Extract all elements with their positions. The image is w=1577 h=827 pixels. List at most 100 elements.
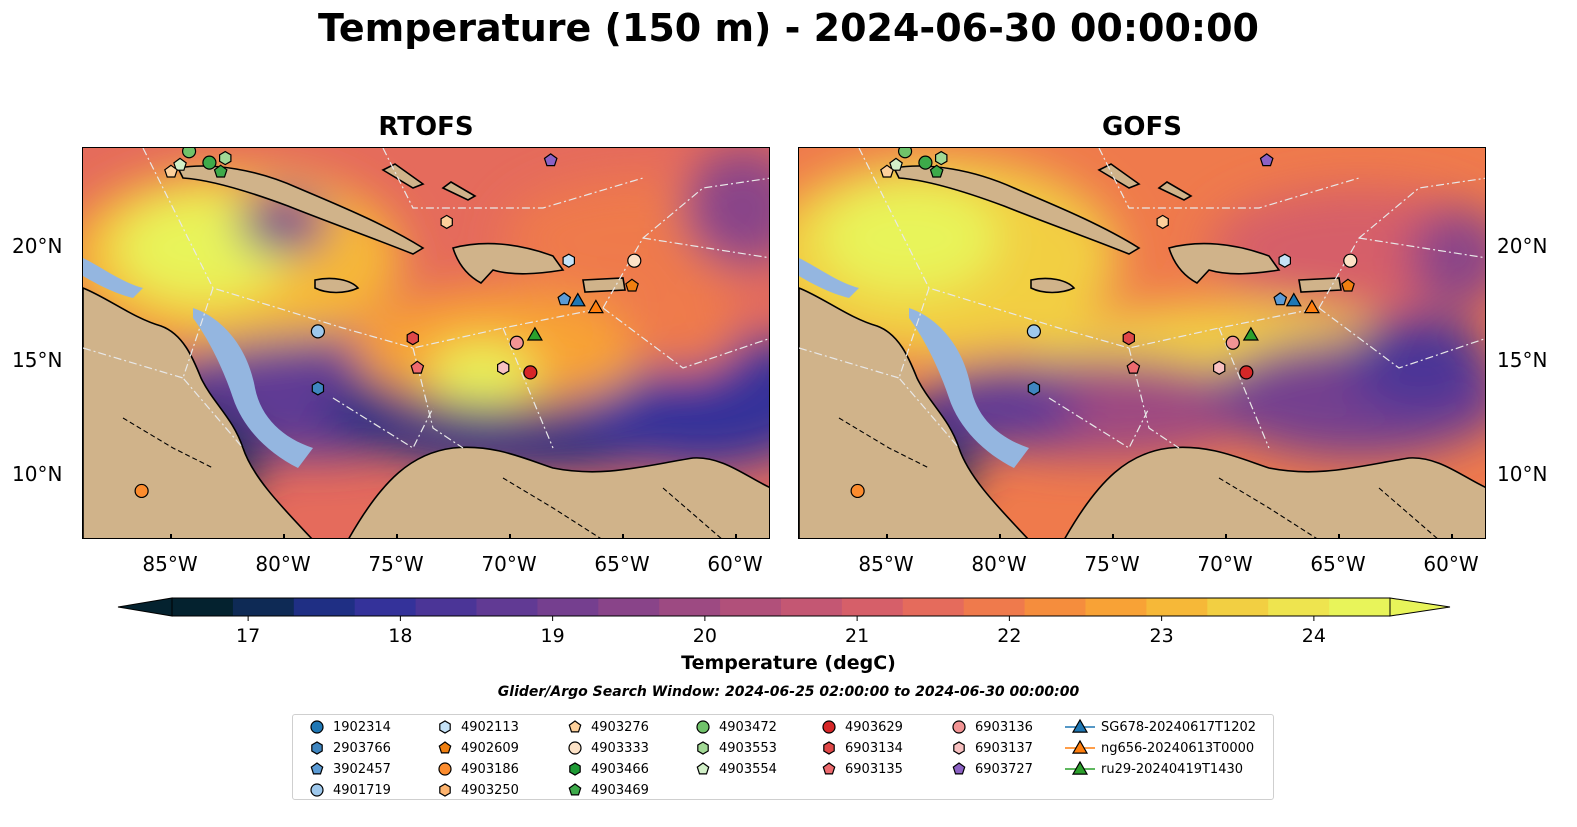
lon-tick-label: 80°W [255,552,311,576]
float-marker [440,214,453,230]
legend-marker [1071,760,1089,775]
float-marker [134,483,149,499]
legend-marker [696,762,710,775]
colorbar-tick-label: 18 [388,625,412,647]
pentagon-marker-icon [438,741,452,754]
float-marker [1026,324,1041,339]
colorbar-swatch [598,598,660,616]
legend-label: SG678-20240617T1202 [1101,719,1257,735]
legend-item: 6903135 [819,759,903,779]
float-marker [1027,381,1041,396]
legend-item: 4903333 [565,738,649,758]
float-marker [164,164,178,178]
float-marker [1259,153,1274,167]
lon-tick-label: 75°W [1084,552,1140,576]
colorbar-swatch [415,598,477,616]
legend-item: 1902314 [307,717,391,737]
float-marker [880,164,894,178]
map-panel-rtofs [82,147,770,539]
circle-marker-icon [310,783,324,797]
legend-item: 2903766 [307,738,391,758]
float-marker [562,253,575,268]
legend-marker [822,720,836,734]
hexagon-marker-icon [439,783,451,797]
legend-marker [697,741,709,755]
legend-marker [953,741,965,755]
float-marker [918,155,933,170]
legend-marker [568,720,582,733]
land-mass [176,165,425,255]
float-marker [850,483,865,499]
legend-marker [822,762,836,775]
legend-label: 4903629 [845,719,903,735]
legend-marker [952,762,966,775]
legend-label: 4901719 [333,782,391,798]
lon-tick-label: 60°W [707,552,763,576]
colorbar-swatch [354,598,417,616]
legend-marker [438,762,452,776]
lon-tick-label: 60°W [1423,552,1479,576]
circle-marker-icon [952,720,966,734]
legend-label: 6903135 [845,761,903,777]
colorbar-tick-label: 17 [236,625,260,647]
pentagon-marker-icon [568,783,582,796]
circle-marker-icon [568,741,582,755]
land-mass [1157,181,1193,201]
panel-title-rtofs: RTOFS [378,112,474,142]
lat-tick-label-left: 10°N [12,462,63,486]
float-marker [406,331,419,346]
colorbar-swatch [1329,598,1391,616]
legend-label: 1902314 [333,719,391,735]
float-marker [1122,331,1135,346]
colorbar-label: Temperature (degC) [681,652,896,674]
colorbar-swatch [476,598,538,616]
float-marker [935,150,948,166]
float-marker [181,148,197,159]
colorbar-swatch [902,598,965,616]
legend-label: ru29-20240419T1430 [1101,761,1244,777]
legend-item: 4903553 [693,738,777,758]
legend-marker [438,741,452,754]
legend-label: 2903766 [333,740,391,756]
hexagon-marker-icon [953,741,965,755]
lat-tick-label-left: 20°N [12,234,63,258]
legend-marker [439,783,451,797]
pentagon-marker-icon [310,762,324,775]
hexagon-marker-icon [439,720,451,734]
legend-marker [568,741,582,755]
colorbar-tick-label: 19 [541,625,565,647]
colorbar-tick-label: 22 [997,625,1021,647]
legend-marker [696,720,710,734]
legend-label: ng656-20240613T0000 [1101,740,1255,756]
colorbar-tick-label: 21 [845,625,869,647]
search-window-text: Glider/Argo Search Window: 2024-06-25 02… [497,684,1080,700]
legend-label: 4903554 [719,761,777,777]
legend-label: 6903727 [975,761,1033,777]
legend-item: 6903134 [819,738,903,758]
circle-marker-icon [822,720,836,734]
float-marker [929,164,944,178]
legend-marker [310,720,324,734]
legend-label: 4903553 [719,740,777,756]
land-mass [348,446,769,538]
circle-marker-icon [310,720,324,734]
float-marker [202,155,217,170]
colorbar-swatch [963,598,1026,616]
float-marker [1285,292,1302,307]
legend-item: 4903276 [565,717,649,737]
legend-item: 4903466 [565,759,649,779]
float-marker [557,292,572,306]
land-mass [314,277,360,294]
land-mass [1167,242,1281,284]
float-marker [1278,253,1291,268]
legend-marker [1071,718,1089,733]
float-marker [625,278,639,292]
legend-marker [1071,739,1089,754]
lon-tick-label: 80°W [971,552,1027,576]
legend-marker [311,741,323,755]
lon-tick-label: 70°W [481,552,537,576]
float-marker [311,381,325,396]
legend-item: 4903554 [693,759,777,779]
panel-title-gofs: GOFS [1102,112,1182,142]
hexagon-marker-icon [697,741,709,755]
